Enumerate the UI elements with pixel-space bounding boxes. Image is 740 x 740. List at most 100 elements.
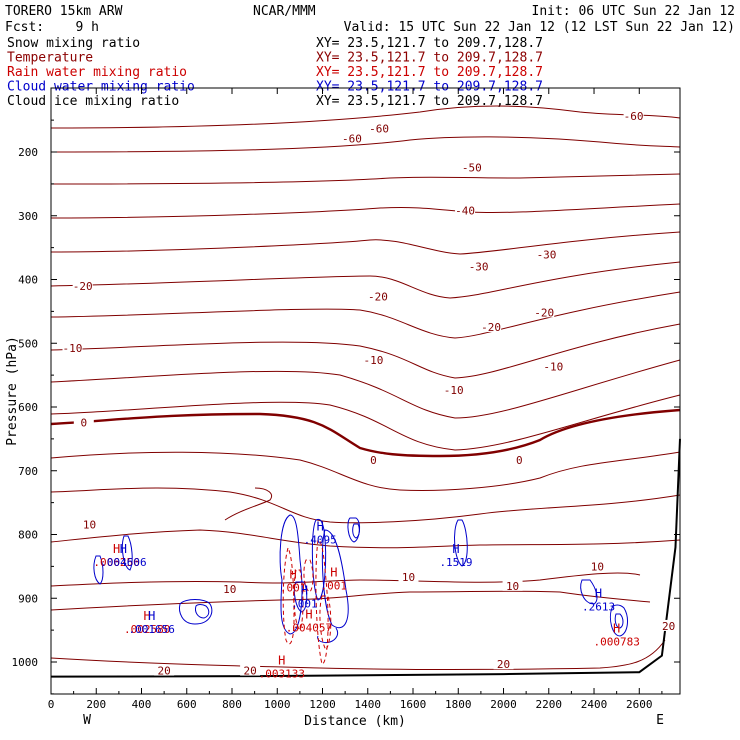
temperature-contour-line [224,487,273,521]
max-marker: H [120,542,127,556]
max-value: .001 [280,581,307,594]
max-marker: H [278,653,285,667]
cloud-water-contour-line [454,519,468,567]
max-value: .006256 [93,556,139,569]
rain-water-contour-line [293,569,304,631]
contour-label-mask [468,260,489,272]
max-marker: H [330,565,337,579]
cloud-water-contour-line [279,514,303,635]
contour-label-mask [369,122,390,134]
contour-label: 20 [158,665,171,678]
contour-label-mask [62,341,83,353]
contour-label-mask [502,579,523,591]
max-value: .1519 [439,556,472,569]
legend-xy-range: XY= 23.5,121.7 to 209.7,128.7 [316,80,543,95]
legend-field-label: Snow mixing ratio [7,36,140,51]
x-tick-label: 1000 [264,698,291,711]
max-marker: H [613,622,620,636]
max-marker: H [305,607,312,621]
max-marker: H [595,586,602,600]
temperature-contour-line [50,487,681,524]
max-marker: H [317,520,324,534]
cloud-water-contour-line [121,535,133,571]
contour-label-mask [398,570,419,582]
contour-label: 0 [370,454,377,467]
maxima-markers: H.003133H.004057H.002580H.001656H.006256… [93,520,639,681]
contour-label-mask [443,384,464,396]
x-tick-label: 600 [177,698,197,711]
contour-label: 10 [83,519,96,532]
contour-label: 0 [80,417,87,430]
temperature-contour-line [50,203,681,219]
y-axis-label: Pressure (hPa) [5,336,20,446]
max-marker: H [301,583,308,597]
contour-label-mask [509,454,530,466]
rain-water-contour-line [282,546,295,645]
contour-label: -10 [63,342,83,355]
contour-labels: -60 -60 -60 -50 -40 -30 -30 -20 -20 -20 -20 -10 -10 -… [62,109,679,678]
max-value: .001 [321,579,348,592]
contour-label: -10 [363,354,383,367]
cloud-water-contour-line [293,581,308,613]
contour-label: 10 [591,561,604,574]
forecast-hour: Fcst: 9 h [5,20,99,35]
contour-label-mask [493,658,514,670]
legend-xy-range: XY= 23.5,121.7 to 209.7,128.7 [316,36,543,51]
max-value: .4095 [304,534,337,547]
x-tick-label: 400 [132,698,152,711]
plot-frame [50,87,681,695]
temperature-contour-line [50,639,666,670]
contour-label-mask [534,306,555,318]
contour-label: 20 [243,665,256,678]
max-value: .003133 [259,667,305,680]
contour-label-mask [455,204,476,216]
contour-label: -10 [543,360,563,373]
model-title: TORERO 15km ARW [5,4,123,19]
temperature-contour-line [50,359,681,419]
x-tick-label: 1200 [309,698,336,711]
contour-label: -20 [368,290,388,303]
contour-label-mask [461,161,482,173]
legend-xy-range: XY= 23.5,121.7 to 209.7,128.7 [316,65,543,80]
temperature-contour-line [50,529,681,549]
contour-label: 20 [497,658,510,671]
x-tick-label: 800 [222,698,242,711]
contour-label-mask [79,518,100,530]
rain-water-contour-line [315,539,329,665]
contour-label-mask [73,416,94,428]
x-axis-east-label: E [656,713,664,728]
max-value: .001 [291,597,318,610]
temperature-contour-line [50,136,681,153]
max-marker: H [144,609,151,623]
cloud-water-contour-line [609,604,628,637]
contour-label: -60 [342,132,362,145]
max-value: .001656 [129,623,175,636]
contour-label: -10 [444,384,464,397]
contour-label: 10 [402,571,415,584]
contour-label: -20 [73,280,93,293]
x-axis-label: Distance (km) [304,714,406,729]
contour-label-mask [341,132,362,144]
cloud-water-contours [93,514,628,643]
contour-label-mask [481,320,502,332]
contour-label: -30 [537,248,557,261]
contour-label-mask [72,280,93,292]
contour-label: -20 [534,306,554,319]
valid-time: Valid: 15 UTC Sun 22 Jan 12 (12 LST Sun … [344,20,735,35]
temperature-contour-line [50,451,681,491]
temperature-contour-line [50,261,681,299]
rain-water-contours [282,539,332,665]
x-tick-label: 2000 [490,698,517,711]
center-title: NCAR/MMM [253,4,316,19]
contour-label: -30 [469,260,489,273]
cloud-water-contour-line [93,555,104,585]
contour-label: -50 [462,162,482,175]
x-tick-label: 2200 [536,698,563,711]
temperature-contours [50,105,681,670]
temperature-contour-line [50,105,681,129]
temperature-contour-line [50,408,681,458]
y-tick-label: 500 [18,337,38,350]
contour-label: 10 [223,583,236,596]
contour-label-mask [240,664,261,676]
y-tick-label: 700 [18,465,38,478]
